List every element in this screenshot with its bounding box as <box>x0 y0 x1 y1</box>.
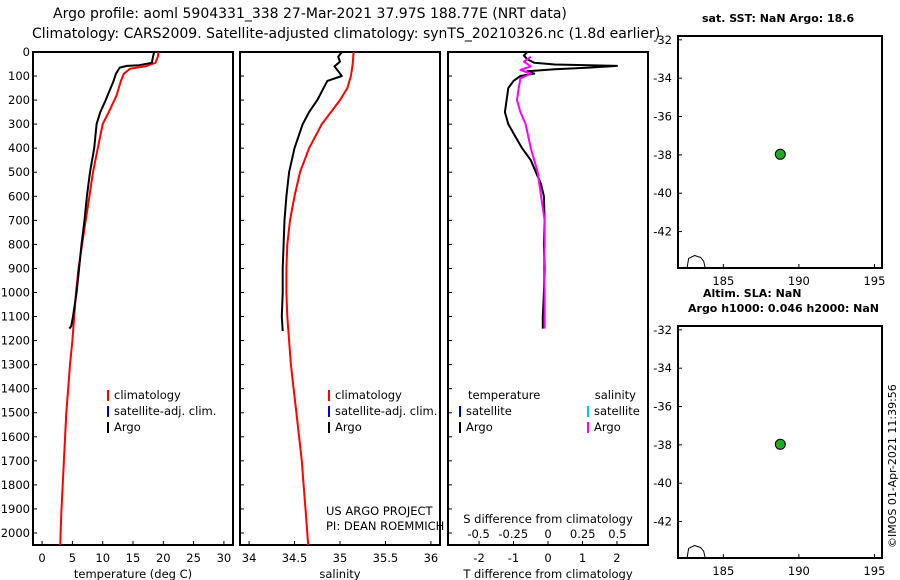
x-axis-label: salinity <box>319 567 360 580</box>
x-tick-label: 2 <box>613 551 620 565</box>
credit-line-2: PI: DEAN ROEMMICH <box>326 519 444 533</box>
panel-map-sst <box>677 35 883 269</box>
depth-tick-label: 1300 <box>1 358 30 372</box>
lon-tick-label: 190 <box>788 564 810 578</box>
x-tick-label: 34 <box>242 551 257 565</box>
legend-salinity-profile-0-label: climatology <box>335 388 402 402</box>
lat-tick-label: -38 <box>653 438 672 452</box>
x-tick-label: 20 <box>156 551 171 565</box>
lon-tick-label: 190 <box>788 274 810 288</box>
x2-axis-label: S difference from climatology <box>463 512 633 526</box>
title-line-2: Climatology: CARS2009. Satellite-adjuste… <box>32 26 661 42</box>
depth-tick-label: 0 <box>23 45 30 59</box>
x-tick-label: 36 <box>424 551 439 565</box>
lon-tick-label: 195 <box>863 564 885 578</box>
legend-t-satellite-label: satellite <box>466 404 512 418</box>
legend-temperature-profile-2-label: Argo <box>114 420 141 434</box>
depth-tick-label: 1700 <box>1 454 30 468</box>
depth-tick-label: 400 <box>8 141 30 155</box>
series-argo <box>68 51 156 330</box>
float-location-marker <box>774 438 786 450</box>
depth-tick-label: 900 <box>8 261 30 275</box>
series-t-difference-argo-climatology- <box>503 51 618 329</box>
lon-tick-label: 185 <box>712 564 734 578</box>
depth-tick-label: 2000 <box>1 526 30 540</box>
lat-tick-label: -32 <box>653 33 672 47</box>
x-tick-label: 0 <box>544 551 551 565</box>
legend-s-satellite-label: satellite <box>594 404 640 418</box>
lat-tick-label: -32 <box>653 323 672 337</box>
credit-line-1: US ARGO PROJECT <box>326 504 434 518</box>
series-climatology <box>285 51 355 546</box>
legend-temperature-heading: temperature <box>468 388 540 402</box>
map-bottom-title-2: Argo h1000: 0.046 h2000: NaN <box>688 302 880 315</box>
x-tick-label: 34.5 <box>282 551 308 565</box>
legend-salinity-profile-2-label: Argo <box>335 420 362 434</box>
x2-tick-label: 0.5 <box>608 527 626 541</box>
coastline <box>686 545 706 559</box>
depth-tick-label: 1100 <box>1 310 30 324</box>
panel-salinity-profile <box>239 51 441 546</box>
map-top-title: sat. SST: NaN Argo: 18.6 <box>702 12 855 25</box>
lat-tick-label: -36 <box>653 110 672 124</box>
legend-salinity-heading: salinity <box>595 388 636 402</box>
lon-tick-label: 185 <box>712 274 734 288</box>
x2-tick-label: 0.25 <box>570 527 596 541</box>
legend-temperature-profile-0-label: climatology <box>114 388 181 402</box>
x-axis-label: temperature (deg C) <box>74 567 192 580</box>
depth-tick-label: 1900 <box>1 502 30 516</box>
map-bottom-title-1: Altim. SLA: NaN <box>703 287 802 300</box>
x2-tick-label: -0.5 <box>467 527 489 541</box>
legend-salinity-profile-1-label: satellite-adj. clim. <box>335 404 437 418</box>
depth-tick-label: 800 <box>8 237 30 251</box>
panel-difference-from-climatology <box>447 51 649 546</box>
x-tick-label: -2 <box>473 551 484 565</box>
depth-tick-label: 600 <box>8 189 30 203</box>
lat-tick-label: -42 <box>653 225 672 239</box>
series-argo <box>280 51 343 332</box>
x-tick-label: 30 <box>217 551 232 565</box>
x-tick-label: -1 <box>508 551 519 565</box>
lon-tick-label: 195 <box>863 274 885 288</box>
depth-tick-label: 700 <box>8 213 30 227</box>
depth-tick-label: 100 <box>8 69 30 83</box>
x-tick-label: 1 <box>579 551 586 565</box>
depth-tick-label: 1600 <box>1 430 30 444</box>
depth-tick-label: 1200 <box>1 334 30 348</box>
x-tick-label: 10 <box>95 551 110 565</box>
lat-tick-label: -36 <box>653 400 672 414</box>
title-line-1: Argo profile: aoml 5904331_338 27-Mar-20… <box>53 6 567 22</box>
lat-tick-label: -34 <box>653 361 672 375</box>
depth-tick-label: 500 <box>8 165 30 179</box>
depth-tick-label: 1800 <box>1 478 30 492</box>
x2-tick-label: -0.25 <box>498 527 528 541</box>
x-axis-label: T difference from climatology <box>462 567 633 580</box>
x-tick-label: 5 <box>69 551 76 565</box>
x-tick-label: 0 <box>38 551 45 565</box>
depth-tick-label: 300 <box>8 117 30 131</box>
x-tick-label: 15 <box>126 551 141 565</box>
lat-tick-label: -40 <box>653 476 672 490</box>
legend-t-argo-label: Argo <box>466 420 493 434</box>
depth-tick-label: 200 <box>8 93 30 107</box>
depth-tick-label: 1500 <box>1 406 30 420</box>
x-tick-label: 35 <box>333 551 348 565</box>
panel-map-sla <box>677 325 883 559</box>
lat-tick-label: -42 <box>653 515 672 529</box>
depth-tick-label: 1400 <box>1 382 30 396</box>
lat-tick-label: -38 <box>653 148 672 162</box>
legend-s-argo-label: Argo <box>594 420 621 434</box>
x-tick-label: 25 <box>186 551 201 565</box>
lat-tick-label: -40 <box>653 186 672 200</box>
lat-tick-label: -34 <box>653 71 672 85</box>
coastline <box>686 255 706 269</box>
x2-tick-label: 0 <box>544 527 551 541</box>
legend-temperature-profile-1-label: satellite-adj. clim. <box>114 404 216 418</box>
x-tick-label: 35.5 <box>373 551 399 565</box>
series-s-difference-argo-climatology- <box>516 55 546 329</box>
depth-tick-label: 1000 <box>1 285 30 299</box>
float-location-marker <box>774 148 786 160</box>
